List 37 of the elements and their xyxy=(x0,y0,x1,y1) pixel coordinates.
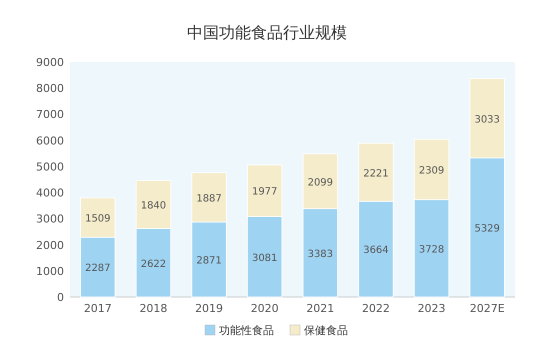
y-tick-label: 7000 xyxy=(36,108,64,122)
x-tick-label: 2019 xyxy=(195,302,224,315)
x-tick-label: 2017 xyxy=(84,302,112,315)
legend-label: 功能性食品 xyxy=(219,324,274,337)
y-tick-label: 4000 xyxy=(36,186,64,200)
y-tick-label: 8000 xyxy=(36,82,64,96)
data-label: 2287 xyxy=(85,263,111,274)
data-label: 5329 xyxy=(474,223,500,234)
y-tick-label: 0 xyxy=(57,291,64,304)
data-label: 3383 xyxy=(308,248,334,260)
chart-title: 中国功能食品行业规模 xyxy=(187,23,347,42)
x-tick-label: 2022 xyxy=(362,302,390,315)
data-label: 2221 xyxy=(363,168,389,180)
data-label: 1509 xyxy=(85,214,111,225)
x-tick-label: 2021 xyxy=(306,302,334,315)
x-tick-label: 2018 xyxy=(139,302,168,315)
data-label: 3728 xyxy=(418,244,444,256)
data-label: 2871 xyxy=(196,256,222,267)
data-label: 3033 xyxy=(474,114,500,126)
y-tick-label: 1000 xyxy=(36,264,64,278)
data-label: 3081 xyxy=(252,252,278,264)
y-tick-label: 5000 xyxy=(36,160,64,174)
data-label: 2622 xyxy=(140,258,166,270)
data-label: 1887 xyxy=(196,193,222,204)
x-tick-label: 2020 xyxy=(250,302,279,315)
y-tick-label: 9000 xyxy=(36,56,64,69)
data-label: 3664 xyxy=(363,245,389,256)
x-tick-label: 2027E xyxy=(470,302,505,315)
data-label: 2309 xyxy=(418,166,444,177)
data-label: 2099 xyxy=(308,177,334,188)
x-tick-label: 2023 xyxy=(418,302,446,315)
y-tick-label: 6000 xyxy=(36,134,64,148)
y-tick-label: 3000 xyxy=(36,212,64,226)
legend-label: 保健食品 xyxy=(304,324,348,337)
y-tick-label: 2000 xyxy=(36,238,64,252)
data-label: 1840 xyxy=(140,200,166,212)
data-label: 1977 xyxy=(252,186,278,198)
